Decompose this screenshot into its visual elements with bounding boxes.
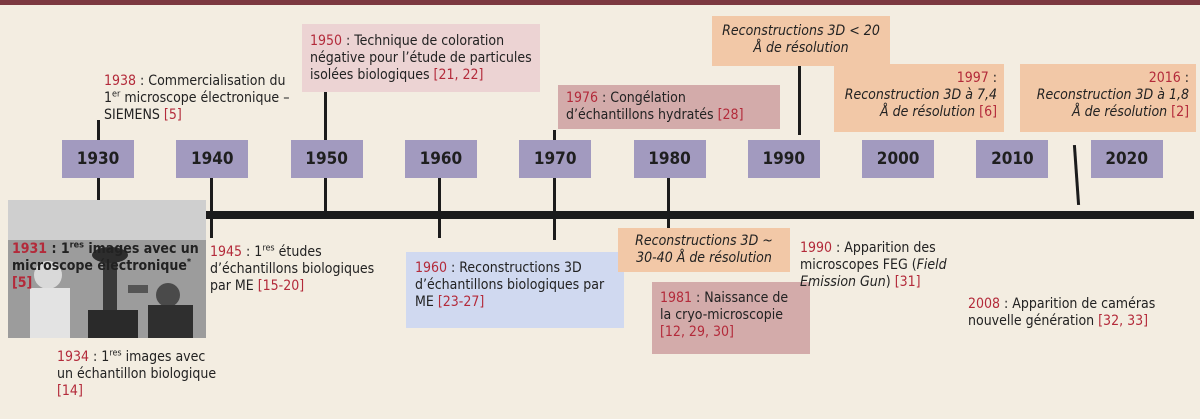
event-2008-ref: [32, 33] [1098,313,1149,329]
event-1981-ref: [12, 29, 30] [660,324,734,340]
decade-marker-1940: 1940 [176,140,249,178]
tick-1981 [667,178,670,228]
event-1960: 1960 : Reconstructions 3D d’échantillons… [406,252,624,328]
event-1990-text: : Apparition des microscopes FEG ( [800,240,936,273]
event-1980-reconstructions: Reconstructions 3D ~ 30-40 Å de résoluti… [618,228,790,272]
event-1997-ref: [6] [979,104,997,120]
top-border [0,0,1200,5]
event-1981-text: : Naissance de la cryo-microscopie [660,290,789,323]
event-1990-reconstructions-text: Reconstructions 3D < 20 Å de résolution [722,23,880,56]
decade-marker-2010: 2010 [976,140,1049,178]
tick-1976 [553,130,556,240]
event-1960-ref: [23-27] [437,294,485,310]
event-1976-year: 1976 [566,90,599,106]
event-1997: 1997 : Reconstruction 3D à 7,4 Å de réso… [834,64,1004,132]
event-1997-year: 1997 [956,70,989,86]
event-2016-colon: : [1180,70,1189,86]
event-1950-year: 1950 [310,33,343,49]
event-2008-text: : Apparition de caméras nouvelle générat… [968,296,1156,329]
event-1934-text2: images avec un échantillon biologique [57,349,217,382]
event-1990-feg: 1990 : Apparition des microscopes FEG (F… [800,240,980,291]
event-1934: 1934 : 1res images avec un échantillon b… [57,349,217,400]
timeline-axis [34,211,1194,219]
event-1934-sup: res [109,348,122,359]
event-1934-ref: [14] [57,383,83,399]
decade-marker-1970: 1970 [519,140,592,178]
event-1945-year: 1945 [210,244,243,260]
event-1950-text: : Technique de coloration négative pour … [310,33,532,83]
decade-marker-1980: 1980 [633,140,706,178]
event-1976-ref: [28] [717,107,744,123]
event-1945-sup: res [262,243,275,254]
event-1931-star: * [186,257,192,268]
event-1950: 1950 : Technique de coloration négative … [302,24,540,92]
event-1990-ref: [31] [894,274,921,290]
event-1990-year: 1990 [800,240,833,256]
event-1945-text2: études d’échantillons biologiques par ME [210,244,375,294]
tick-1945 [210,178,213,238]
event-1931: 1931 : 1res images avec un microscope él… [12,241,202,292]
decade-marker-1990: 1990 [747,140,820,178]
event-1997-text: Reconstruction 3D à 7,4 Å de résolution [844,87,997,120]
event-2008: 2008 : Apparition de caméras nouvelle gé… [968,296,1188,330]
event-1945: 1945 : 1res études d’échantillons biolog… [210,244,390,295]
event-1931-year: 1931 [12,241,48,257]
microscope-photo [8,200,206,338]
event-1981: 1981 : Naissance de la cryo-microscopie … [652,282,810,354]
event-1990-text2: ) [885,274,895,290]
event-1938-ref: [5] [163,107,182,123]
event-1980-reconstructions-text: Reconstructions 3D ~ 30-40 Å de résoluti… [635,233,773,266]
event-2016-ref: [2] [1171,104,1189,120]
event-1990-reconstructions: Reconstructions 3D < 20 Å de résolution [712,16,890,66]
event-1931-ref: [5] [12,275,33,291]
event-1938-year: 1938 [104,73,137,89]
event-1938-text2: microscope électronique – SIEMENS [104,90,290,123]
event-1938: 1938 : Commercialisation du 1er microsco… [104,73,304,124]
event-1931-text: : 1 [47,241,70,257]
event-1981-year: 1981 [660,290,693,306]
event-1938-sup: er [112,89,121,100]
event-2008-year: 2008 [968,296,1001,312]
event-2016-year: 2016 [1148,70,1181,86]
decade-marker-1930: 1930 [62,140,134,178]
decade-marker-1960: 1960 [404,140,477,178]
event-1976: 1976 : Congélation d’échantillons hydrat… [558,85,780,129]
event-2016-text: Reconstruction 3D à 1,8 Å de résolution [1036,87,1189,120]
event-1960-text: : Reconstructions 3D d’échantillons biol… [415,260,605,310]
decade-marker-2020: 2020 [1090,140,1163,178]
event-1934-year: 1934 [57,349,90,365]
event-1945-ref: [15-20] [257,278,305,294]
decade-marker-2000: 2000 [862,140,935,178]
decade-marker-1950: 1950 [290,140,363,178]
event-1934-text: : 1 [89,349,110,365]
microscope-photo-illustration [8,200,206,338]
tick-2016 [1072,144,1081,206]
tick-1960 [438,178,441,238]
event-1976-text: : Congélation d’échantillons hydratés [566,90,718,123]
tick-1990 [798,65,801,135]
event-1960-year: 1960 [415,260,448,276]
event-1990-em: Field Emission Gun [800,257,947,290]
event-1950-ref: [21, 22] [433,67,484,83]
event-2016: 2016 : Reconstruction 3D à 1,8 Å de réso… [1020,64,1196,132]
event-1945-text: : 1 [242,244,263,260]
event-1931-sup: res [69,240,84,251]
event-1938-text: : Commercialisation du 1 [104,73,286,106]
event-1997-colon: : [988,70,997,86]
event-1931-text2: images avec un microscope électronique [12,241,199,274]
